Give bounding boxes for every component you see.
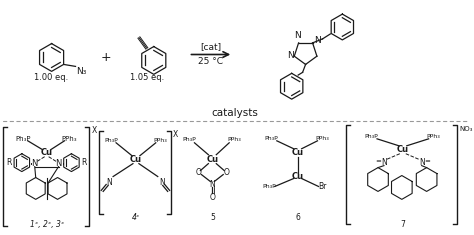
- Text: O: O: [210, 193, 215, 202]
- Text: Br: Br: [318, 182, 327, 191]
- Text: N: N: [210, 180, 215, 189]
- Text: N: N: [106, 178, 112, 187]
- Text: N: N: [419, 158, 425, 167]
- Text: 6: 6: [295, 213, 300, 222]
- Text: PPh₃: PPh₃: [227, 137, 241, 142]
- Text: Ph₃P: Ph₃P: [264, 136, 278, 141]
- Text: PPh₃: PPh₃: [316, 136, 329, 141]
- Text: PPh₃: PPh₃: [62, 136, 77, 142]
- Text: 7: 7: [401, 220, 405, 229]
- Text: Ph₃P: Ph₃P: [15, 136, 30, 142]
- Text: Cu: Cu: [130, 155, 142, 164]
- Text: [cat]: [cat]: [200, 42, 221, 51]
- Text: N: N: [32, 159, 38, 168]
- Text: 25 °C: 25 °C: [198, 57, 223, 66]
- Text: N: N: [315, 36, 321, 45]
- Text: N: N: [287, 51, 294, 60]
- Text: Ph₃P: Ph₃P: [364, 134, 378, 139]
- Text: N₃: N₃: [76, 67, 87, 76]
- Text: PPh₃: PPh₃: [427, 134, 440, 139]
- Text: Cu: Cu: [292, 148, 304, 157]
- Text: N: N: [381, 158, 387, 167]
- Text: +: +: [101, 51, 111, 64]
- Text: Cu: Cu: [41, 148, 53, 157]
- Text: catalysts: catalysts: [212, 108, 259, 118]
- Text: 1.00 eq.: 1.00 eq.: [35, 73, 69, 82]
- Text: Ph₃P: Ph₃P: [262, 184, 276, 189]
- Text: NO₃: NO₃: [459, 126, 473, 132]
- Text: X: X: [173, 130, 178, 139]
- Text: Ph₃P: Ph₃P: [182, 137, 196, 142]
- Text: N: N: [159, 178, 164, 187]
- Text: O: O: [223, 168, 229, 177]
- Text: O: O: [195, 168, 201, 177]
- Text: 1.05 eq.: 1.05 eq.: [130, 73, 164, 82]
- Text: PPh₃: PPh₃: [154, 138, 168, 143]
- Text: R: R: [82, 158, 87, 167]
- Text: Cu: Cu: [206, 155, 219, 164]
- Text: R: R: [6, 158, 12, 167]
- Text: 5: 5: [210, 213, 215, 222]
- Text: =: =: [375, 159, 381, 165]
- Text: N: N: [55, 159, 62, 168]
- Text: X: X: [91, 126, 97, 135]
- Text: Ph₃P: Ph₃P: [104, 138, 118, 143]
- Text: N: N: [294, 31, 301, 40]
- Text: Cu: Cu: [397, 145, 409, 154]
- Text: =: =: [425, 159, 430, 165]
- Text: 1ˣ, 2ˣ, 3ˣ: 1ˣ, 2ˣ, 3ˣ: [29, 220, 64, 229]
- Text: Cu: Cu: [292, 172, 304, 181]
- Text: 4ˣ: 4ˣ: [132, 213, 140, 222]
